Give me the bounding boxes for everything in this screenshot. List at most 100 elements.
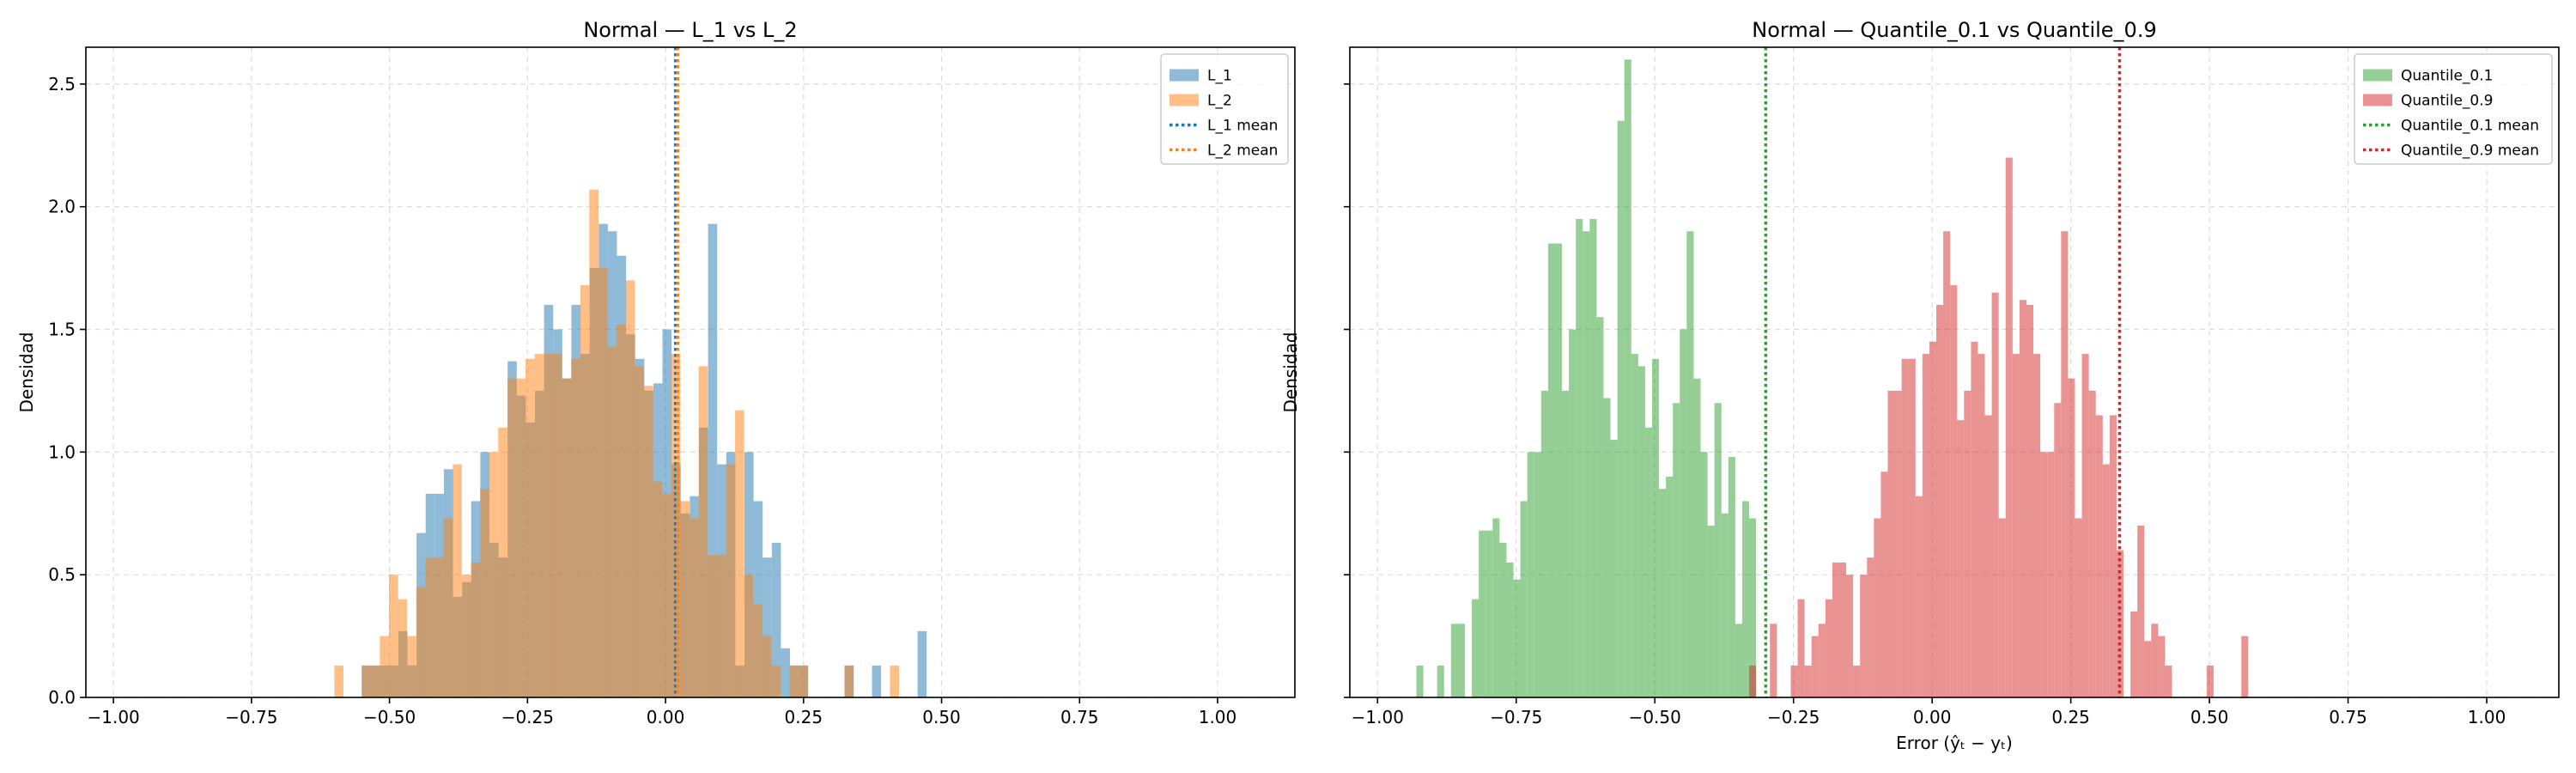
histogram-bar-Quantile_0.1	[1749, 518, 1757, 697]
y-tick-label: 2.5	[48, 74, 76, 94]
x-tick-label: −0.25	[501, 707, 554, 727]
x-tick-label: 0.75	[2329, 707, 2367, 727]
legend-label: Quantile_0.1	[2401, 68, 2493, 85]
x-tick-label: 0.25	[2051, 707, 2090, 727]
histogram-bar-Quantile_0.9	[2151, 624, 2159, 697]
y-axis-label: Densidad	[16, 332, 37, 412]
histogram-bar-L_2	[516, 378, 526, 697]
histogram-bar-Quantile_0.1	[1569, 329, 1577, 697]
histogram-bar-L_1	[771, 543, 781, 697]
histogram-bar-L_2	[635, 366, 644, 697]
histogram-bar-L_2	[671, 354, 681, 697]
x-tick-label: 1.00	[2468, 707, 2506, 727]
histogram-bar-L_2	[643, 386, 653, 697]
histogram-bar-Quantile_0.1	[1617, 120, 1625, 697]
axes-frame	[1349, 46, 2560, 698]
legend-label: L_2 mean	[1207, 143, 1278, 160]
histogram-bar-L_2	[690, 518, 699, 697]
histogram-bar-Quantile_0.9	[2054, 403, 2062, 697]
histogram-bar-Quantile_0.9	[1943, 231, 1951, 698]
legend-box	[2354, 53, 2553, 165]
histogram-bar-L_2	[398, 599, 408, 697]
histogram-bar-Quantile_0.1	[1610, 440, 1618, 697]
histogram-bar-Quantile_0.1	[1547, 243, 1555, 697]
histogram-bar-Quantile_0.9	[2130, 612, 2138, 697]
histogram-bar-Quantile_0.1	[1437, 665, 1444, 697]
y-axis-label: Densidad	[1280, 332, 1301, 412]
y-tick-label: 2.0	[48, 197, 76, 217]
histogram-bar-Quantile_0.9	[1915, 496, 1923, 697]
histogram-bar-Quantile_0.9	[1971, 341, 1978, 697]
histogram-bar-Quantile_0.9	[1936, 304, 1944, 697]
histogram-bar-Quantile_0.9	[1957, 420, 1965, 697]
histogram-bar-Quantile_0.9	[1811, 636, 1819, 697]
histogram-bar-L_2	[607, 346, 617, 697]
histogram-bar-Quantile_0.9	[1880, 472, 1888, 697]
legend-label: L_1	[1207, 68, 1232, 85]
x-tick-label: −0.25	[1767, 707, 1820, 727]
legend-swatch	[2363, 69, 2392, 82]
histogram-bar-Quantile_0.9	[1874, 518, 1881, 697]
legend-swatch	[1170, 69, 1199, 82]
histogram-bar-L_2	[388, 575, 398, 697]
histogram-bar-L_1	[872, 665, 882, 697]
histogram-bar-L_2	[653, 481, 663, 697]
x-tick-label: 0.25	[785, 707, 823, 727]
legend: L_1 L_2 L_1 mean L_2 mean	[1160, 53, 1289, 165]
x-tick-label: 0.00	[1913, 707, 1952, 727]
histogram-bar-Quantile_0.1	[1644, 427, 1652, 697]
histogram-bar-L_2	[380, 636, 389, 697]
histogram-bar-Quantile_0.1	[1576, 218, 1583, 697]
histogram-bar-Quantile_0.1	[1666, 476, 1674, 697]
histogram-bar-Quantile_0.1	[1457, 624, 1466, 697]
x-tick-label: 0.00	[647, 707, 685, 727]
histogram-bar-Quantile_0.9	[1991, 292, 1999, 697]
histogram-bar-L_2	[544, 354, 553, 697]
histogram-bar-Quantile_0.9	[2047, 452, 2055, 697]
histogram-bar-Quantile_0.1	[1506, 562, 1514, 697]
histogram-bar-Quantile_0.1	[1450, 624, 1458, 697]
histogram-bar-Quantile_0.1	[1680, 329, 1687, 697]
chart-title: Normal — Quantile_0.1 vs Quantile_0.9	[1752, 18, 2156, 42]
histogram-bar-L_2	[726, 464, 736, 697]
histogram-bar-L_2	[580, 285, 590, 697]
histogram-bar-L_2	[762, 636, 772, 697]
series-L_2-bars	[334, 189, 900, 698]
histogram-bar-Quantile_0.9	[2075, 518, 2082, 697]
histogram-bar-Quantile_0.9	[2158, 636, 2166, 697]
histogram-bar-Quantile_0.1	[1707, 526, 1715, 697]
histogram-bar-Quantile_0.1	[1540, 390, 1548, 697]
histogram-bar-L_2	[662, 493, 671, 697]
histogram-bar-Quantile_0.9	[1908, 358, 1916, 697]
histogram-bar-Quantile_0.9	[1950, 285, 1958, 697]
x-tick-label: −1.00	[87, 707, 139, 727]
histogram-bar-L_2	[799, 665, 808, 697]
histogram-bar-Quantile_0.9	[1797, 599, 1805, 697]
histogram-bar-L_2	[434, 557, 444, 697]
histogram-bar-Quantile_0.9	[1818, 624, 1826, 697]
series-Quantile_0.9-bars	[1749, 157, 2249, 698]
histogram-bar-Quantile_0.9	[1825, 599, 1832, 697]
histogram-bar-Quantile_0.9	[1894, 390, 1902, 697]
histogram-bar-Quantile_0.1	[1714, 403, 1722, 697]
histogram-bar-L_2	[598, 268, 608, 697]
histogram-bar-Quantile_0.1	[1735, 624, 1742, 697]
histogram-bar-Quantile_0.9	[2061, 231, 2069, 698]
histogram-bar-L_2	[744, 575, 754, 697]
axes-frame	[85, 46, 1296, 698]
histogram-bar-Quantile_0.9	[1887, 390, 1895, 697]
legend-label: L_2	[1207, 93, 1232, 110]
histogram-bar-Quantile_0.9	[2019, 300, 2026, 697]
legend-label: Quantile_0.9	[2401, 93, 2493, 110]
histogram-bar-Quantile_0.1	[1492, 518, 1500, 697]
histogram-bar-L_2	[453, 464, 462, 697]
histogram-bar-L_2	[534, 354, 544, 697]
histogram-bar-Quantile_0.9	[1790, 665, 1798, 697]
histogram-bar-Quantile_0.9	[1804, 665, 1812, 697]
histogram-bar-L_1	[762, 557, 772, 697]
x-tick-label: −1.00	[1352, 707, 1404, 727]
histogram-bar-Quantile_0.1	[1741, 501, 1750, 697]
histogram-bar-L_2	[680, 501, 690, 697]
x-tick-label: −0.75	[1490, 707, 1542, 727]
